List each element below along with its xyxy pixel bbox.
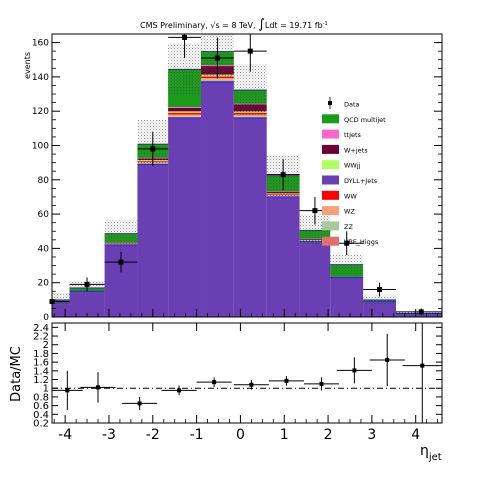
- y-tick-label: 100: [32, 141, 49, 151]
- legend-label: ZZ: [344, 223, 353, 231]
- legend-label: ttJets: [344, 131, 362, 139]
- x-tick-label: -1: [190, 427, 204, 443]
- legend-label: WZ: [344, 208, 355, 216]
- legend-swatch: [322, 176, 339, 185]
- legend-label: DYLL+Jets: [344, 177, 378, 185]
- ratio-point: [319, 382, 323, 386]
- y-tick-label: 60: [38, 210, 50, 220]
- data-point: [215, 56, 220, 61]
- legend-swatch: [322, 237, 339, 246]
- ratio-point: [284, 379, 288, 383]
- ratio-point: [249, 383, 253, 387]
- legend-swatch: [322, 160, 339, 169]
- legend-label: W+jets: [344, 146, 368, 154]
- legend-label: Data: [344, 101, 360, 109]
- ratio-point: [96, 385, 100, 389]
- data-point: [419, 309, 424, 314]
- legend-label: VBF_Higgs: [344, 238, 379, 246]
- legend-label: QCD multijet: [344, 116, 386, 124]
- bar-segment-zz: [234, 116, 267, 117]
- x-tick-label: 2: [324, 427, 333, 443]
- data-point: [150, 146, 155, 151]
- x-tick-label: 4: [411, 427, 420, 443]
- ratio-point: [177, 388, 181, 392]
- ratio-y-tick-label: 2.4: [33, 323, 49, 334]
- ratio-point: [420, 364, 424, 368]
- ratio-panel: 0.20.40.60.811.21.41.61.822.22.4 -4 -3 -2 -…: [9, 313, 442, 463]
- legend-swatch: [322, 145, 339, 154]
- y-tick-label: 40: [38, 244, 50, 254]
- data-point: [377, 287, 382, 292]
- data-point: [312, 208, 317, 213]
- y-axis-label: events: [23, 52, 32, 79]
- ratio-point: [138, 401, 142, 405]
- main-histogram-panel: 0 20 40 60 80 100 120 140 160 events CMS Prelimi…: [23, 17, 442, 323]
- legend-swatch: [322, 191, 339, 200]
- legend-swatch: [322, 206, 339, 215]
- x-tick-label: -3: [102, 427, 116, 443]
- y-tick-label: 120: [32, 107, 49, 117]
- x-tick-label: -2: [146, 427, 160, 443]
- uncertainty-band-bin: [105, 220, 138, 247]
- legend-swatch: [322, 221, 339, 230]
- uncertainty-band-bin: [330, 254, 363, 275]
- x-tick-label: 0: [236, 427, 245, 443]
- bar-segment-dyll-jets: [267, 197, 300, 317]
- x-tick-label: 1: [280, 427, 289, 443]
- ratio-frame: [52, 323, 442, 423]
- bar-segment-zz: [168, 116, 201, 117]
- legend-swatch: [322, 114, 339, 123]
- bar-segment-w-jets: [168, 108, 201, 111]
- uncertainty-band-bin: [234, 64, 267, 115]
- y-tick-label: 0: [43, 313, 49, 323]
- ratio-y-axis: 0.20.40.60.811.21.41.61.822.22.4: [33, 323, 442, 430]
- y-tick-label: 140: [32, 73, 49, 83]
- legend: Data QCD multijet ttJets W+jets WWjj DYLL+Jet…: [322, 97, 386, 246]
- bar-segment-dyll-jets: [168, 118, 201, 317]
- ratio-point: [352, 368, 356, 372]
- data-point: [248, 49, 253, 54]
- bar-segment-dyll-jets: [300, 242, 331, 317]
- y-tick-label: 20: [38, 279, 50, 289]
- ratio-point: [212, 380, 216, 384]
- bar-segment-dyll-jets: [330, 278, 363, 317]
- legend-swatch: [322, 130, 339, 139]
- bar-segment-dyll-jets: [201, 82, 234, 317]
- ratio-points: [52, 323, 442, 423]
- data-point: [182, 35, 187, 40]
- y-tick-label: 80: [38, 176, 50, 186]
- bar-segment-ttjets: [168, 107, 201, 108]
- chart-title: CMS Preliminary, √s = 8 TeV, ∫Ldt = 19.7…: [140, 17, 328, 32]
- x-axis-label: ηjet: [420, 443, 442, 463]
- ratio-point: [385, 358, 389, 362]
- legend-label: WWjj: [344, 162, 361, 170]
- legend-label: WW: [344, 192, 357, 200]
- bar-segment-zz: [201, 80, 234, 81]
- ratio-point: [65, 388, 69, 392]
- x-tick-label: -4: [58, 427, 72, 443]
- bar-segment-dyll-jets: [137, 164, 168, 317]
- bar-segment-wwjj: [168, 111, 201, 112]
- bar-segment-ww: [168, 113, 201, 115]
- x-tick-label: 3: [367, 427, 376, 443]
- bar-segment-wz: [168, 114, 201, 116]
- data-point: [281, 172, 286, 177]
- bar-segment-dyll-jets: [234, 118, 267, 317]
- data-point: [85, 282, 90, 287]
- ratio-y-axis-label: Data/MC: [9, 346, 24, 402]
- y-tick-label: 160: [32, 39, 49, 49]
- data-point: [119, 260, 124, 265]
